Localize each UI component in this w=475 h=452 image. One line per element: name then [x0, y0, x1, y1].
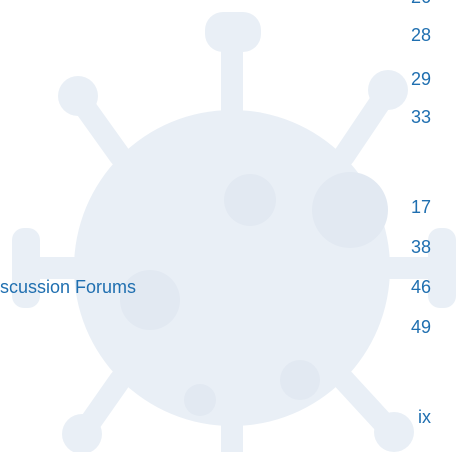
toc-page-number: 46	[410, 277, 431, 297]
toc-page-number: 26	[411, 0, 431, 8]
page-folio: ix	[418, 407, 431, 427]
toc-page-number: 29	[410, 69, 431, 89]
toc-entry-title: scussion Forums	[0, 277, 137, 297]
toc-page-number: 33	[410, 107, 431, 127]
toc-page-number: 28	[410, 25, 431, 45]
toc-page-number: 38	[410, 237, 431, 257]
toc-page-number: 49	[410, 317, 431, 337]
toc-page-number: 17	[410, 197, 431, 217]
